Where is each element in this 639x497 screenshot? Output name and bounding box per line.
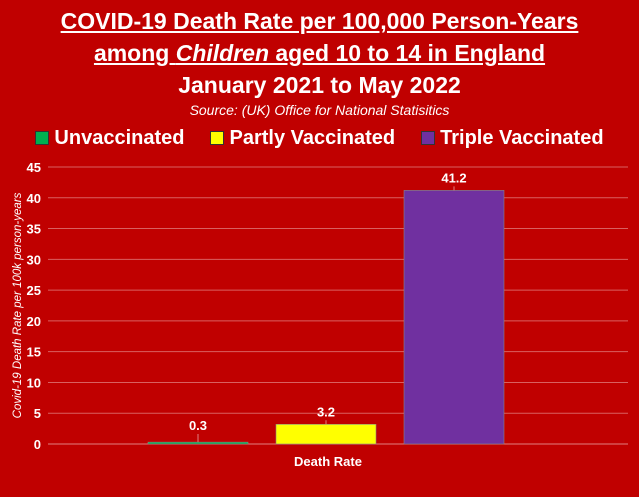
legend-item-0: Unvaccinated bbox=[35, 127, 184, 150]
legend: Unvaccinated Partly Vaccinated Triple Vacc… bbox=[0, 124, 639, 152]
y-tick-label-3: 15 bbox=[27, 345, 41, 360]
legend-label-1: Partly Vaccinated bbox=[229, 126, 396, 149]
legend-swatch-1 bbox=[210, 131, 225, 145]
y-tick-label-9: 45 bbox=[27, 160, 41, 175]
x-category-label-0: Death Rate bbox=[294, 454, 362, 469]
legend-item-2: Triple Vaccinated bbox=[421, 126, 604, 150]
y-tick-label-8: 40 bbox=[27, 191, 41, 206]
title-line-2-prefix: among bbox=[93, 40, 176, 66]
legend-label-0: Unvaccinated bbox=[54, 126, 185, 149]
data-label-0: 0.3 bbox=[189, 418, 207, 433]
y-axis-title: Covid-19 Death Rate per 100k person-year… bbox=[12, 192, 24, 418]
legend-item-1: Partly Vaccinated bbox=[210, 127, 395, 150]
legend-swatch-2 bbox=[421, 131, 436, 145]
legend-label-2: Triple Vaccinated bbox=[440, 126, 604, 149]
chart-source: Source: (UK) Office for National Statisi… bbox=[189, 102, 450, 118]
title-line-2-suffix: aged 10 to 14 in England bbox=[269, 40, 546, 66]
title-line-2-emphasis: Children bbox=[175, 40, 269, 66]
chart-title-line-2: among Children aged 10 to 14 in England bbox=[0, 40, 639, 66]
y-tick-label-0: 0 bbox=[34, 437, 41, 452]
y-tick-label-2: 10 bbox=[27, 375, 41, 390]
y-tick-label-7: 35 bbox=[27, 222, 41, 237]
data-label-1: 3.2 bbox=[317, 404, 335, 419]
data-label-2: 41.2 bbox=[441, 170, 466, 185]
bar-1 bbox=[275, 424, 377, 445]
y-tick-label-1: 5 bbox=[34, 406, 41, 421]
bar-2 bbox=[403, 190, 505, 445]
legend-swatch-0 bbox=[35, 131, 50, 145]
chart-title-line-1: COVID-19 Death Rate per 100,000 Person-Y… bbox=[60, 8, 579, 34]
bar-0 bbox=[147, 441, 249, 445]
y-tick-label-5: 25 bbox=[27, 283, 41, 298]
y-tick-label-6: 30 bbox=[27, 252, 41, 267]
y-tick-label-4: 20 bbox=[27, 314, 41, 329]
chart-subtitle: January 2021 to May 2022 bbox=[178, 72, 461, 98]
